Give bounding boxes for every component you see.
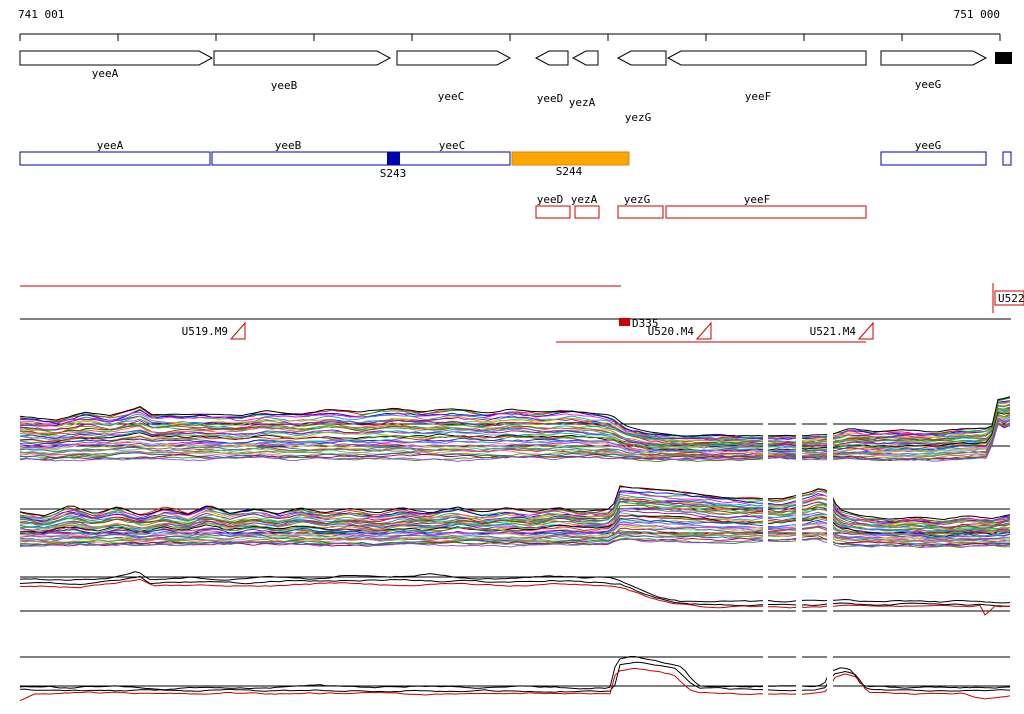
bundle-envelope-line <box>19 396 1011 437</box>
masked-region <box>827 410 833 702</box>
feature-label: yeeA <box>97 139 124 152</box>
signal-line <box>19 575 1011 607</box>
segment-label: S244 <box>556 165 583 178</box>
gene-arrow-yeeC[interactable] <box>396 50 512 66</box>
wiggle-line <box>19 415 1011 454</box>
signal-line <box>19 571 1011 604</box>
wiggle-line <box>19 533 1011 546</box>
segment-S243[interactable] <box>387 152 400 165</box>
wiggle-line <box>19 538 1011 548</box>
gene-label: yeeG <box>915 78 942 91</box>
probe-label: U519.M9 <box>182 325 228 338</box>
wiggle-line <box>19 403 1011 443</box>
masked-region <box>763 410 768 702</box>
wiggle-line <box>19 504 1011 532</box>
gene-arrow-yezA[interactable] <box>571 50 599 66</box>
feature-label: yeeC <box>439 139 466 152</box>
wiggle-line <box>19 401 1011 440</box>
clipped-gene-block[interactable] <box>995 52 1012 64</box>
wiggle-line <box>19 495 1011 526</box>
feature-box[interactable] <box>211 151 511 166</box>
gene-arrow-track: yeeA yeeB yeeC yeeD yezA yezG yeeF yeeG <box>19 50 1012 124</box>
signal-track-mean-signal-forward <box>19 571 1011 616</box>
feature-box-yezA[interactable] <box>574 205 600 219</box>
wiggle-line <box>19 418 1011 457</box>
wiggle-line <box>19 492 1011 524</box>
wiggle-line <box>19 532 1011 544</box>
feature-label: yezG <box>624 193 651 206</box>
wiggle-line <box>19 409 1011 448</box>
annotated-features-track: yeeA yeeB yeeC yeeG S243 S244 <box>19 139 1012 180</box>
wiggle-line <box>19 514 1011 538</box>
segment-S244[interactable] <box>511 151 630 166</box>
ruler-start-coordinate: 741 001 <box>18 8 65 21</box>
probe-label: U520.M4 <box>648 325 695 338</box>
gene-label: yeeD <box>537 92 564 105</box>
probe-label: U522 <box>998 292 1024 305</box>
wiggle-line <box>19 510 1011 534</box>
reverse-features-track: yeeD yezA yezG yeeF <box>535 193 867 219</box>
probe-flag[interactable] <box>857 321 874 340</box>
gene-arrow-yeeF[interactable] <box>666 50 867 66</box>
bundle-envelope-line <box>19 486 1011 521</box>
signal-track-all-conditions-reverse <box>19 484 1011 548</box>
probe-label: D335 <box>632 317 659 330</box>
probe-flag[interactable] <box>229 321 246 340</box>
ruler <box>19 33 1001 41</box>
gene-label: yezA <box>569 96 596 109</box>
gene-arrow-yeeG[interactable] <box>880 50 988 66</box>
wiggle-line <box>19 497 1011 526</box>
gene-label: yeeC <box>438 90 465 103</box>
wiggle-line <box>19 507 1011 532</box>
wiggle-line <box>19 530 1011 544</box>
probe-label: U521.M4 <box>810 325 857 338</box>
feature-box-yezG[interactable] <box>617 205 664 219</box>
probe-flag[interactable] <box>695 321 712 340</box>
gene-label: yezG <box>625 111 652 124</box>
gene-arrow-yeeD[interactable] <box>534 50 569 66</box>
feature-label: yeeD <box>537 193 564 206</box>
wiggle-line <box>19 408 1011 447</box>
feature-box-yeeF[interactable] <box>665 205 867 219</box>
feature-label: yeeF <box>744 193 771 206</box>
feature-box[interactable] <box>1002 151 1012 166</box>
feature-box-yeeD[interactable] <box>535 205 571 219</box>
feature-label: yeeG <box>915 139 942 152</box>
feature-label: yezA <box>571 193 598 206</box>
signal-line <box>19 661 1011 693</box>
signal-track-all-conditions-forward <box>19 396 1011 463</box>
wiggle-line <box>19 414 1011 453</box>
wiggle-line <box>19 422 1011 459</box>
signal-track-mean-signal-reverse <box>19 656 1011 702</box>
probe-marker-D335[interactable] <box>619 318 630 326</box>
wiggle-line <box>19 512 1011 533</box>
wiggle-line <box>19 400 1011 441</box>
wiggle-line <box>20 422 1011 459</box>
signal-line <box>19 578 1011 616</box>
signal-line <box>19 667 1011 702</box>
gene-arrow-yeeA[interactable] <box>19 50 214 66</box>
gene-label: yeeF <box>745 90 772 103</box>
gene-label: yeeB <box>271 79 298 92</box>
feature-label: yeeB <box>275 139 302 152</box>
gene-label: yeeA <box>92 67 119 80</box>
wiggle-line <box>19 401 1011 442</box>
wiggle-line <box>19 423 1011 462</box>
wiggle-line <box>19 514 1011 535</box>
signal-line <box>19 656 1011 691</box>
wiggle-line <box>19 523 1011 540</box>
gene-arrow-yezG[interactable] <box>616 50 667 66</box>
segment-label: S243 <box>380 167 407 180</box>
probe-flag-U522[interactable] <box>994 290 1024 306</box>
feature-box[interactable] <box>19 151 211 166</box>
ruler-end-coordinate: 751 000 <box>953 8 1000 21</box>
masked-region <box>796 410 802 702</box>
feature-box[interactable] <box>880 151 987 166</box>
probe-track: U519.M9 U520.M4 U521.M4 D335 U522 <box>20 283 1024 343</box>
wiggle-line <box>19 537 1011 548</box>
gene-arrow-yeeB[interactable] <box>213 50 392 66</box>
wiggle-line <box>19 498 1011 529</box>
